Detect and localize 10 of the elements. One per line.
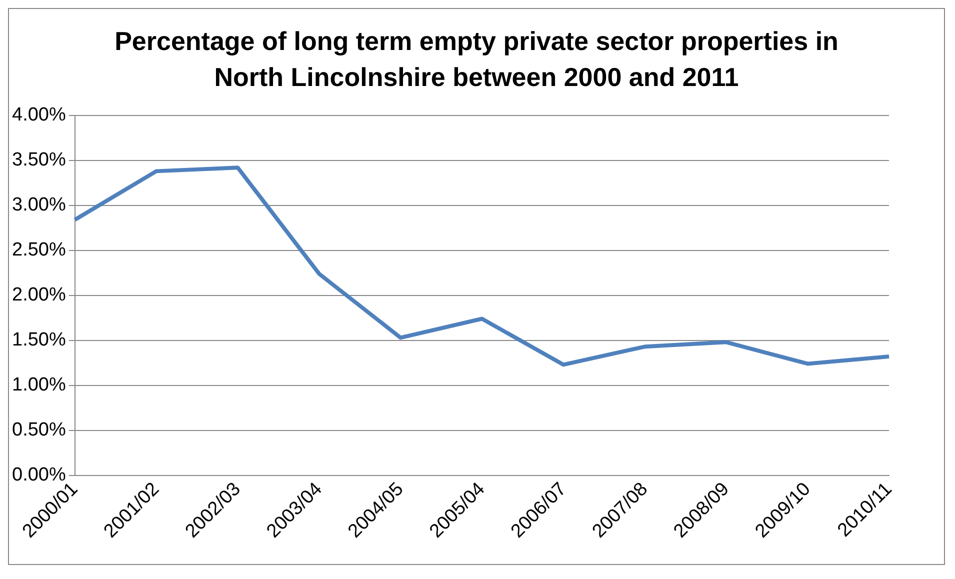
chart-title: Percentage of long term empty private sector properties in North Lincolnshire between 2000 and 2011 — [114, 25, 840, 94]
y-tick-label: 0.50% — [12, 420, 66, 441]
y-tick-label: 4.00% — [12, 104, 66, 126]
y-tick-label: 3.50% — [12, 150, 66, 171]
y-tick-label: 1.00% — [12, 374, 66, 396]
y-tick-label: 3.00% — [12, 194, 66, 216]
y-tick-label: 0.00% — [12, 464, 66, 486]
y-tick-label: 2.50% — [12, 240, 66, 261]
y-tick-label: 2.00% — [12, 284, 66, 306]
y-tick-label: 1.50% — [12, 330, 66, 351]
